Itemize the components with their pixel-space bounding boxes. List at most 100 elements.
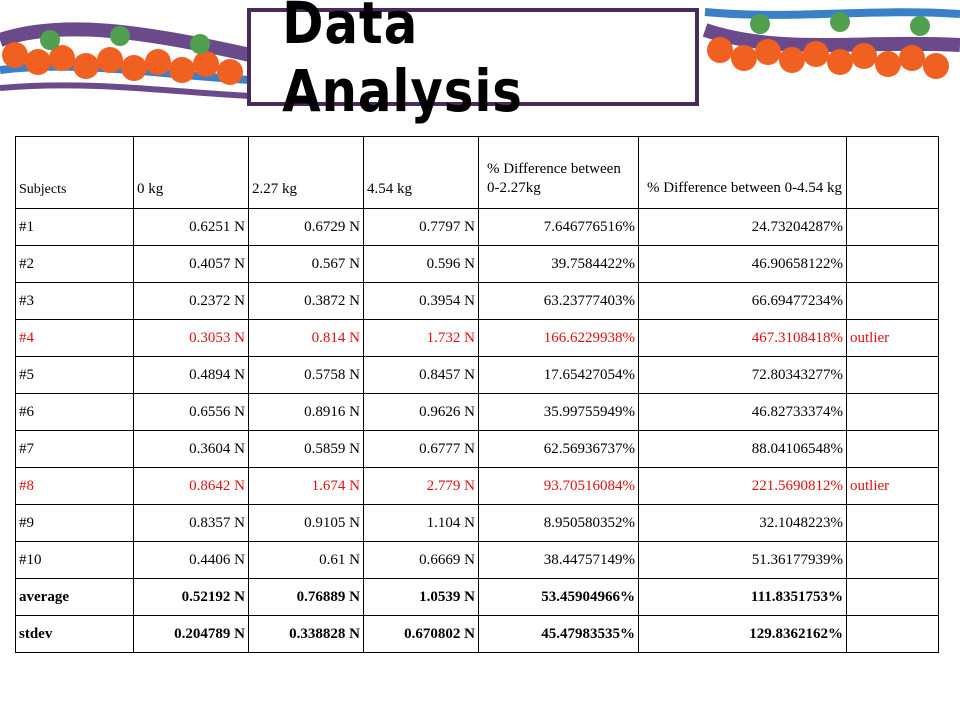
subject-cell: #3: [15, 282, 134, 320]
subject-cell: #6: [15, 393, 134, 431]
force-4-54kg-cell: 1.104 N: [363, 504, 479, 542]
force-2-27kg-cell: 0.9105 N: [248, 504, 364, 542]
diff-4-54kg-cell: 129.8362162%: [638, 615, 847, 653]
header-4-54kg: 4.54 kg: [363, 136, 479, 209]
force-0kg-cell: 0.8357 N: [133, 504, 249, 542]
table-row: #6 0.6556 N 0.8916 N 0.9626 N 35.99755949% 46…: [15, 393, 939, 431]
force-0kg-cell: 0.4057 N: [133, 245, 249, 283]
table-row: #4 0.3053 N 0.814 N 1.732 N 166.6229938% 467.…: [15, 319, 939, 357]
diff-2-27kg-cell: 35.99755949%: [478, 393, 639, 431]
table-row: #2 0.4057 N 0.567 N 0.596 N 39.7584422% 46.90…: [15, 245, 939, 283]
note-cell: [846, 245, 939, 283]
left-molecule-strand: [0, 22, 252, 99]
note-cell: outlier: [846, 319, 939, 357]
note-cell: outlier: [846, 467, 939, 505]
note-cell: [846, 208, 939, 246]
subject-cell: #1: [15, 208, 134, 246]
header-row: Subjects 0 kg 2.27 kg 4.54 kg % Differen…: [15, 136, 939, 209]
table-row: #3 0.2372 N 0.3872 N 0.3954 N 63.23777403% 66…: [15, 282, 939, 320]
header-0kg: 0 kg: [133, 136, 249, 209]
subject-cell: #7: [15, 430, 134, 468]
diff-2-27kg-cell: 93.70516084%: [478, 467, 639, 505]
force-2-27kg-cell: 0.6729 N: [248, 208, 364, 246]
right-molecule-strand: [702, 8, 960, 79]
diff-4-54kg-cell: 46.82733374%: [638, 393, 847, 431]
force-0kg-cell: 0.8642 N: [133, 467, 249, 505]
force-4-54kg-cell: 0.7797 N: [363, 208, 479, 246]
subject-cell: stdev: [15, 615, 134, 653]
force-0kg-cell: 0.6556 N: [133, 393, 249, 431]
note-cell: [846, 504, 939, 542]
force-4-54kg-cell: 0.3954 N: [363, 282, 479, 320]
table-row: #1 0.6251 N 0.6729 N 0.7797 N 7.646776516% 24…: [15, 208, 939, 246]
diff-4-54kg-cell: 88.04106548%: [638, 430, 847, 468]
subject-cell: #2: [15, 245, 134, 283]
diff-2-27kg-cell: 39.7584422%: [478, 245, 639, 283]
header-2-27kg: 2.27 kg: [248, 136, 364, 209]
diff-2-27kg-cell: 63.23777403%: [478, 282, 639, 320]
force-4-54kg-cell: 1.732 N: [363, 319, 479, 357]
force-0kg-cell: 0.52192 N: [133, 578, 249, 616]
diff-4-54kg-cell: 467.3108418%: [638, 319, 847, 357]
diff-2-27kg-cell: 53.45904966%: [478, 578, 639, 616]
force-2-27kg-cell: 0.3872 N: [248, 282, 364, 320]
table-body: Subjects 0 kg 2.27 kg 4.54 kg % Differen…: [15, 136, 939, 653]
header-diff-0-2-27kg: % Difference between 0-2.27kg: [478, 136, 639, 209]
note-cell: [846, 430, 939, 468]
note-cell: [846, 282, 939, 320]
force-2-27kg-cell: 0.5758 N: [248, 356, 364, 394]
force-2-27kg-cell: 0.338828 N: [248, 615, 364, 653]
note-cell: [846, 541, 939, 579]
force-2-27kg-cell: 0.567 N: [248, 245, 364, 283]
force-0kg-cell: 0.2372 N: [133, 282, 249, 320]
table-row: stdev 0.204789 N 0.338828 N 0.670802 N 45.47…: [15, 615, 939, 653]
diff-4-54kg-cell: 51.36177939%: [638, 541, 847, 579]
table-row: #5 0.4894 N 0.5758 N 0.8457 N 17.65427054% 72…: [15, 356, 939, 394]
force-4-54kg-cell: 0.6777 N: [363, 430, 479, 468]
table-row: #10 0.4406 N 0.61 N 0.6669 N 38.44757149% 51.…: [15, 541, 939, 579]
force-4-54kg-cell: 2.779 N: [363, 467, 479, 505]
table-row: average 0.52192 N 0.76889 N 1.0539 N 53.4590…: [15, 578, 939, 616]
force-4-54kg-cell: 0.8457 N: [363, 356, 479, 394]
force-4-54kg-cell: 0.596 N: [363, 245, 479, 283]
diff-2-27kg-cell: 38.44757149%: [478, 541, 639, 579]
diff-4-54kg-cell: 72.80343277%: [638, 356, 847, 394]
diff-2-27kg-cell: 166.6229938%: [478, 319, 639, 357]
header-notes: [846, 136, 939, 209]
force-2-27kg-cell: 0.76889 N: [248, 578, 364, 616]
diff-4-54kg-cell: 24.73204287%: [638, 208, 847, 246]
force-0kg-cell: 0.4406 N: [133, 541, 249, 579]
page-title: Data Analysis: [282, 0, 523, 125]
subject-cell: average: [15, 578, 134, 616]
force-0kg-cell: 0.4894 N: [133, 356, 249, 394]
diff-4-54kg-cell: 111.8351753%: [638, 578, 847, 616]
force-0kg-cell: 0.3604 N: [133, 430, 249, 468]
note-cell: [846, 393, 939, 431]
force-4-54kg-cell: 0.6669 N: [363, 541, 479, 579]
diff-4-54kg-cell: 66.69477234%: [638, 282, 847, 320]
title-box: Data Analysis: [247, 0, 699, 125]
force-2-27kg-cell: 0.61 N: [248, 541, 364, 579]
diff-2-27kg-cell: 62.56936737%: [478, 430, 639, 468]
data-table: Subjects 0 kg 2.27 kg 4.54 kg % Differen…: [15, 136, 939, 653]
table-row: #7 0.3604 N 0.5859 N 0.6777 N 62.56936737% 88…: [15, 430, 939, 468]
table-row: #9 0.8357 N 0.9105 N 1.104 N 8.950580352% 32.…: [15, 504, 939, 542]
diff-2-27kg-cell: 45.47983535%: [478, 615, 639, 653]
subject-cell: #8: [15, 467, 134, 505]
force-0kg-cell: 0.3053 N: [133, 319, 249, 357]
note-cell: [846, 615, 939, 653]
force-4-54kg-cell: 0.9626 N: [363, 393, 479, 431]
force-2-27kg-cell: 0.5859 N: [248, 430, 364, 468]
force-2-27kg-cell: 0.814 N: [248, 319, 364, 357]
subject-cell: #5: [15, 356, 134, 394]
diff-4-54kg-cell: 46.90658122%: [638, 245, 847, 283]
force-0kg-cell: 0.204789 N: [133, 615, 249, 653]
note-cell: [846, 356, 939, 394]
diff-4-54kg-cell: 32.1048223%: [638, 504, 847, 542]
force-4-54kg-cell: 1.0539 N: [363, 578, 479, 616]
force-0kg-cell: 0.6251 N: [133, 208, 249, 246]
diff-2-27kg-cell: 17.65427054%: [478, 356, 639, 394]
force-4-54kg-cell: 0.670802 N: [363, 615, 479, 653]
subject-cell: #4: [15, 319, 134, 357]
note-cell: [846, 578, 939, 616]
